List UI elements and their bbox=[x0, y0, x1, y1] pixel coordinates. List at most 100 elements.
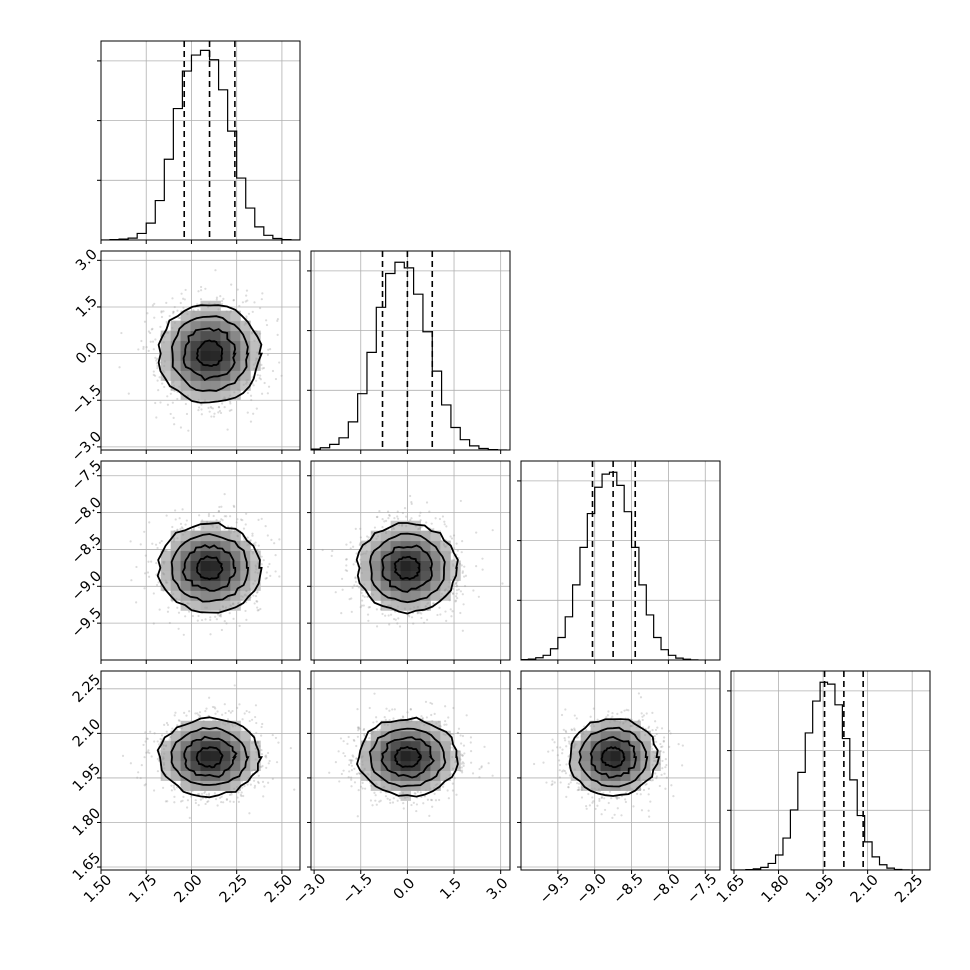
scatter-point bbox=[383, 716, 386, 719]
density-cell bbox=[440, 570, 451, 581]
scatter-point bbox=[256, 740, 259, 744]
scatter-point bbox=[205, 707, 208, 710]
density-cell bbox=[380, 540, 392, 552]
scatter-point bbox=[384, 531, 388, 535]
density-cell bbox=[240, 340, 251, 351]
scatter-point bbox=[481, 568, 484, 571]
scatter-point bbox=[381, 518, 384, 521]
scatter-point bbox=[345, 564, 348, 567]
scatter-point bbox=[217, 406, 221, 409]
scatter-point bbox=[255, 731, 258, 734]
scatter-point bbox=[358, 762, 361, 765]
scatter-point bbox=[425, 501, 429, 504]
scatter-point bbox=[596, 718, 599, 721]
scatter-point bbox=[573, 727, 576, 730]
scatter-point bbox=[179, 800, 183, 803]
scatter-point bbox=[232, 504, 235, 507]
density-cell bbox=[160, 750, 172, 762]
scatter-point bbox=[182, 306, 185, 309]
scatter-point bbox=[361, 781, 364, 784]
scatter-point bbox=[443, 545, 447, 548]
scatter-point bbox=[147, 575, 151, 578]
contour-level-3 bbox=[156, 716, 264, 799]
panel-frame bbox=[100, 250, 301, 451]
scatter-point bbox=[252, 542, 256, 545]
scatter-point bbox=[259, 607, 262, 611]
scatter-point bbox=[267, 762, 270, 765]
scatter-point bbox=[361, 760, 364, 763]
density-cell bbox=[430, 720, 441, 732]
scatter-point bbox=[254, 361, 257, 365]
density-cell bbox=[160, 340, 172, 351]
density-cell bbox=[250, 330, 261, 342]
scatter-point bbox=[659, 742, 662, 746]
scatter-point bbox=[210, 523, 213, 527]
density-cell bbox=[170, 770, 182, 781]
density-cell bbox=[190, 550, 201, 561]
scatter-point bbox=[349, 760, 353, 763]
x-tick-label: 1.65 bbox=[714, 872, 748, 906]
scatter-point bbox=[211, 705, 215, 709]
scatter-point bbox=[244, 523, 247, 526]
density-cell bbox=[400, 550, 411, 561]
density-cell bbox=[240, 730, 251, 742]
density-cell bbox=[410, 590, 421, 601]
scatter-point bbox=[256, 609, 259, 612]
scatter-point bbox=[398, 524, 401, 527]
scatter-point bbox=[171, 381, 174, 384]
scatter-point bbox=[598, 797, 601, 801]
scatter-point bbox=[205, 793, 208, 796]
scatter-point bbox=[383, 520, 386, 523]
density-cell bbox=[190, 530, 201, 542]
scatter-point bbox=[629, 787, 632, 790]
scatter-point bbox=[244, 593, 247, 596]
scatter-point bbox=[408, 615, 411, 618]
scatter-point bbox=[448, 551, 451, 555]
scatter-point bbox=[217, 308, 220, 311]
scatter-point bbox=[603, 808, 607, 812]
scatter-point bbox=[346, 742, 349, 745]
scatter-point bbox=[455, 584, 459, 587]
scatter-point bbox=[213, 706, 216, 709]
scatter-point bbox=[182, 633, 185, 636]
x-tick-label: −7.5 bbox=[684, 871, 720, 907]
scatter-point bbox=[246, 783, 249, 786]
scatter-point bbox=[362, 728, 365, 732]
scatter-point bbox=[168, 738, 171, 741]
scatter-point bbox=[409, 708, 412, 711]
scatter-point bbox=[254, 541, 257, 544]
scatter-point bbox=[358, 772, 362, 775]
scatter-point bbox=[199, 798, 202, 801]
scatter-point bbox=[343, 754, 347, 758]
density-cell bbox=[570, 750, 582, 762]
scatter-point bbox=[163, 364, 166, 368]
scatter-point bbox=[276, 317, 280, 321]
scatter-point bbox=[179, 426, 183, 429]
scatter-point bbox=[229, 604, 233, 607]
scatter-point bbox=[204, 618, 207, 621]
scatter-point bbox=[171, 525, 174, 529]
x-tick-label: −8.0 bbox=[647, 871, 683, 907]
scatter-point bbox=[178, 385, 181, 388]
scatter-point bbox=[140, 764, 143, 767]
scatter-point bbox=[253, 579, 257, 583]
density-cell bbox=[230, 770, 241, 781]
scatter-point bbox=[215, 296, 219, 299]
scatter-point bbox=[238, 304, 241, 308]
scatter-point bbox=[203, 791, 206, 795]
scatter-point bbox=[457, 588, 460, 591]
scatter-point bbox=[171, 727, 174, 730]
density-cell bbox=[170, 590, 182, 601]
scatter-point bbox=[352, 545, 355, 548]
scatter-point bbox=[160, 333, 163, 336]
density-cell bbox=[360, 750, 372, 762]
scatter-point bbox=[148, 521, 151, 524]
scatter-point bbox=[368, 606, 372, 609]
scatter-point bbox=[402, 716, 405, 719]
scatter-point bbox=[360, 591, 363, 594]
density-cell bbox=[220, 370, 231, 381]
scatter-point bbox=[137, 348, 140, 351]
scatter-point bbox=[260, 765, 263, 769]
scatter-point bbox=[350, 610, 353, 613]
